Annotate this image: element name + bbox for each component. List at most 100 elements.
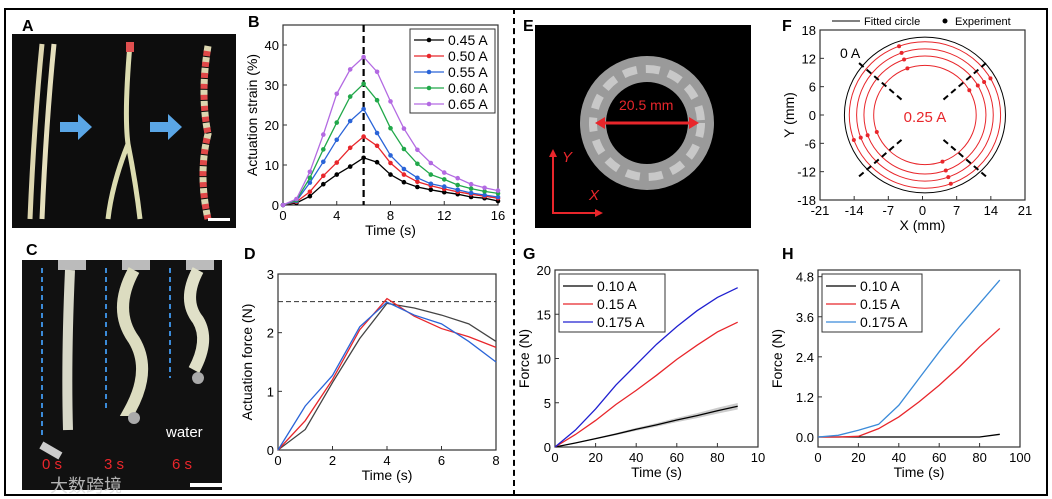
x-tick-label: 6	[438, 453, 445, 468]
data-point	[347, 164, 353, 169]
photo-ring-top-view: 20.5 mm Y X	[535, 25, 751, 228]
y-tick-label: 20	[537, 263, 551, 278]
y-tick-label: 2	[267, 326, 274, 341]
legend-marker	[426, 101, 432, 107]
ring-illustration	[549, 56, 714, 217]
axis-y-label: Y	[562, 149, 573, 166]
water-label: water	[166, 424, 203, 441]
data-point	[482, 192, 487, 198]
x-tick-label: 7	[953, 203, 960, 218]
experiment-point	[899, 50, 904, 55]
y-tick-label: 1.2	[796, 390, 814, 405]
y-axis-label: Actuation strain (%)	[244, 54, 260, 176]
x-tick-label: -21	[811, 203, 830, 218]
y-tick-label: 4.8	[796, 270, 814, 285]
data-point	[347, 67, 353, 72]
experiment-point	[902, 57, 907, 62]
x-tick-label: 80	[972, 450, 986, 465]
data-point	[415, 179, 420, 185]
experiment-point	[874, 129, 879, 134]
experiment-point	[948, 181, 953, 186]
legend-label: 0.45 A	[448, 32, 488, 48]
x-tick-label: 8	[492, 453, 499, 468]
legend-label: Fitted circle	[864, 16, 920, 28]
legend-label: 0.50 A	[448, 48, 488, 64]
annotation-025a: 0.25 A	[904, 109, 947, 126]
x-tick-label: 20	[851, 450, 865, 465]
y-tick-label: 0	[267, 443, 274, 458]
series-line-0-50-A	[282, 135, 499, 206]
legend-label: 0.175 A	[597, 314, 645, 330]
dashed-arrow	[941, 62, 987, 102]
y-tick-label: 40	[265, 38, 279, 53]
data-point	[468, 190, 474, 196]
x-axis-label: X (mm)	[900, 217, 946, 233]
x-tick-label: 4	[383, 453, 390, 468]
data-point	[401, 172, 407, 177]
series-line-0-10-A	[554, 405, 738, 448]
legend-marker	[426, 53, 432, 59]
series-line-trial-3	[277, 301, 497, 451]
x-tick-label: 20	[588, 450, 602, 465]
plot-frame	[277, 273, 497, 451]
fitted-circle-red	[873, 64, 977, 166]
dashed-arrow	[858, 137, 904, 178]
data-point	[307, 169, 313, 175]
data-point	[388, 160, 393, 166]
data-point	[347, 118, 353, 124]
data-point	[374, 69, 380, 75]
legend-label: 0.10 A	[860, 278, 900, 294]
data-point	[294, 196, 299, 202]
y-tick-label: 2.4	[796, 350, 814, 365]
data-point	[374, 143, 380, 149]
x-tick-label: 0	[814, 450, 821, 465]
series-line-0-175-A	[554, 287, 738, 448]
y-axis-label: Force (N)	[769, 329, 785, 388]
legend-label: 0.175 A	[860, 314, 908, 330]
data-point	[495, 194, 501, 200]
x-tick-label: 10	[751, 450, 765, 465]
data-point	[468, 181, 474, 187]
data-point	[495, 188, 501, 193]
panel-label-h: H	[782, 246, 794, 263]
fitted-circle-red	[863, 55, 987, 175]
data-point	[482, 185, 487, 191]
data-point	[307, 193, 313, 199]
y-tick-label: 0.0	[796, 430, 814, 445]
experiment-point	[858, 135, 863, 140]
legend-label: 0.65 A	[448, 96, 488, 112]
x-tick-label: 100	[1009, 450, 1031, 465]
panel-divider	[513, 8, 515, 496]
x-tick-label: 80	[710, 450, 724, 465]
panel-label-c: C	[26, 242, 38, 259]
legend-label: 0.10 A	[597, 278, 637, 294]
y-tick-label: 5	[544, 396, 551, 411]
legend-label: 0.15 A	[597, 296, 637, 312]
data-point	[334, 120, 340, 125]
x-tick-label: 21	[1018, 203, 1032, 218]
data-point	[428, 187, 434, 193]
y-tick-label: 0	[809, 108, 816, 123]
data-point	[401, 166, 407, 172]
data-point	[334, 160, 340, 165]
fitted-circle-red	[856, 48, 994, 182]
y-tick-label: 10	[265, 158, 279, 173]
data-point	[468, 186, 474, 191]
fitted-circle-0a	[843, 36, 1006, 194]
experiment-point	[946, 175, 951, 180]
x-tick-label: 2	[329, 453, 336, 468]
series-line-0-15-A	[818, 327, 1001, 438]
y-axis-label: Force (N)	[516, 329, 532, 388]
panel-label-b: B	[248, 14, 260, 31]
chart-f: -21 -14 -7 0 7 14 21 -18 -12 -6 0 6 12 18 X (mm) Y (mm)…	[781, 16, 1032, 233]
data-point	[455, 187, 460, 193]
y-tick-label: 15	[537, 307, 551, 322]
time-label-6s: 6 s	[172, 456, 193, 473]
data-point	[388, 125, 393, 131]
photo-lifting-sequence: 0 s 3 s 6 s water	[22, 260, 222, 490]
data-point	[307, 189, 313, 195]
legend-marker	[426, 85, 432, 91]
experiment-point	[905, 66, 910, 71]
